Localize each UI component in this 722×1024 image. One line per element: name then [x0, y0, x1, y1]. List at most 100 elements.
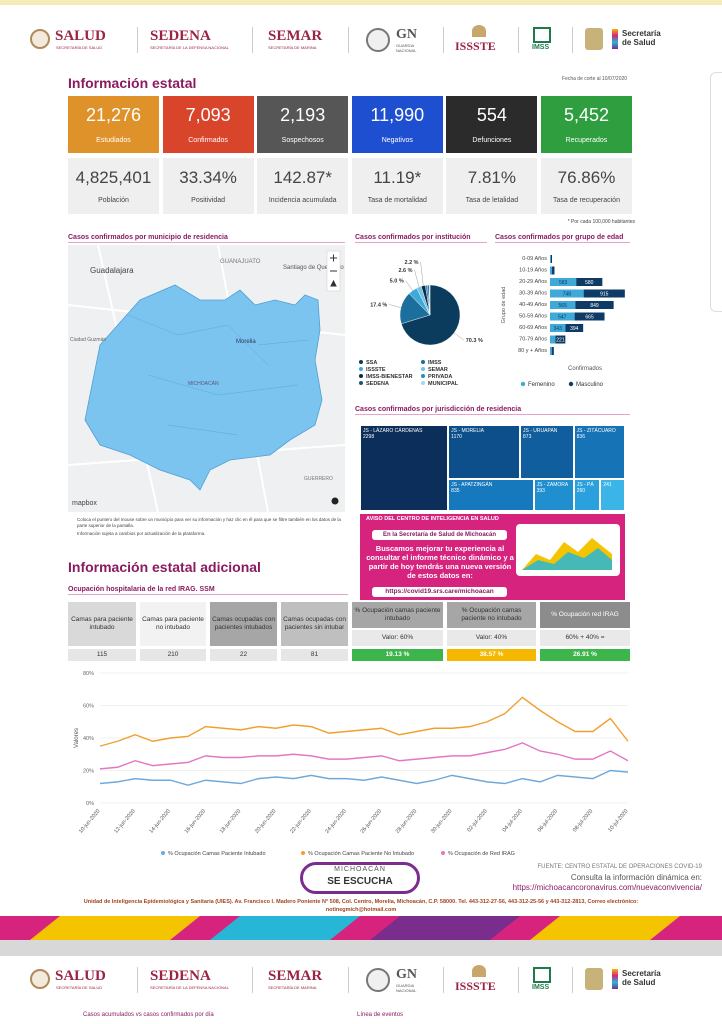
y-axis-title: Grupo de edad [501, 287, 507, 324]
legend-label: % Ocupación Camas Paciente Intubado [168, 851, 266, 857]
stripe-yellow [530, 916, 680, 940]
table-header: Camas ocupadas con pacientes intubados [210, 602, 277, 646]
separator [252, 27, 253, 53]
separator [137, 27, 138, 53]
rate-card [446, 158, 538, 214]
next-heading: Línea de eventos [357, 1012, 404, 1018]
legend-label: % Ocupación de Red IRAG [448, 851, 515, 857]
y-tick-label: 20% [83, 769, 94, 775]
table-header: Camas para paciente no intubado [140, 602, 206, 646]
map-note: Coloca el puntero del mouse sobre un mun… [77, 517, 341, 528]
treemap-cell: JS - LÁZARO CÁRDENAS 2298 [360, 425, 449, 511]
rate-card [541, 158, 632, 214]
treemap-cell: JS - MORELIA 1170 [448, 425, 521, 479]
treemap-title: Casos confirmados por jurisdicción de re… [355, 406, 630, 415]
kpi-value: 21,276 [85, 105, 142, 125]
treemap-cell: JS - ZITÁCUARO 836 [573, 425, 625, 479]
kpi-label: Negativos [381, 137, 413, 144]
treemap-label: JS - URUAPAN [523, 428, 558, 434]
kpi-value: 554 [476, 105, 507, 125]
logo-sub: SECRETARÍA DE SALUD [56, 45, 103, 50]
legend-swatch [359, 367, 363, 371]
x-tick-label: 30-jun-2020 [430, 808, 453, 834]
ssa-mark [612, 969, 618, 989]
notice-url: https://covid19.srs.care/michoacan [372, 587, 507, 597]
x-tick-label: 16-jun-2020 [184, 808, 207, 834]
bar-segment [575, 301, 614, 309]
stripe-purple [370, 916, 520, 940]
page-title: Información estatal [68, 75, 197, 91]
bar-segment [550, 335, 556, 344]
separator [518, 27, 519, 53]
table-value: 19.13 % [352, 649, 443, 661]
x-tick-label: 06-jul-2020 [537, 808, 559, 833]
y-tick-label: 50-59 Años [519, 314, 547, 320]
table-value: 22 [210, 649, 277, 661]
legend-label: SEDENA [366, 381, 389, 387]
y-tick-label: 20-29 Años [519, 279, 547, 285]
treemap-value: 836 [576, 434, 585, 440]
info-icon [331, 497, 339, 505]
seal-icon [30, 29, 50, 49]
municipality-border [127, 314, 179, 336]
legend-label: IMSS-BIENESTAR [366, 374, 413, 380]
logo-text: Secretaría de Salud [622, 29, 661, 47]
line-chart: 0% 20% 40% 60% 80% Valores 10-jun-2020 12-jun-2… [74, 671, 630, 857]
treemap-value: 260 [576, 487, 586, 494]
kpi-card [68, 96, 159, 153]
leader-line [453, 332, 464, 341]
treemap-label: JS - PÁ [576, 481, 594, 488]
legend-swatch [520, 381, 526, 387]
kpi-card [541, 96, 632, 153]
treemap-label: JS - ZITÁCUARO [576, 428, 616, 434]
y-tick-label: 40-49 Años [519, 302, 547, 308]
map-label: MICHOACÁN [188, 380, 219, 387]
logo-text: SEMAR [268, 28, 323, 44]
imss-icon [533, 967, 551, 983]
stripe-cyan [210, 916, 360, 940]
separator [252, 967, 253, 993]
x-tick-label: 28-jun-2020 [395, 808, 418, 834]
kpi-value: 11,990 [370, 105, 425, 125]
pie-chart: 70.3 % 17.4 % 5.0 % 2.6 % 2.2 % SSA IMSS ISSSTE… [359, 260, 483, 387]
table-value: 26.91 % [540, 649, 630, 661]
legend-label: IMSS [428, 360, 442, 366]
x-tick-label: 12-jun-2020 [113, 808, 136, 834]
bar-label: 580 [585, 280, 594, 286]
separator [572, 27, 573, 53]
bar-label: 565 [559, 303, 568, 309]
treemap-label: JS - LÁZARO CÁRDENAS [363, 428, 423, 434]
legend-label: SSA [366, 360, 377, 366]
table-header: % Ocupación camas paciente intubado [352, 602, 443, 628]
decorative-stripe [0, 916, 722, 956]
y-tick-label: 60% [83, 704, 94, 710]
notice-badge: En la Secretaría de Salud de Michoacán [372, 530, 507, 540]
notice-graphic-art [522, 538, 612, 570]
bar-label: 343 [554, 326, 563, 332]
logo-sub: GUARDIA NACIONAL [396, 983, 417, 993]
treemap-label: JS - APATZINGÁN [451, 481, 493, 488]
logo-text: Secretaría de Salud [622, 969, 661, 987]
bar-segment [552, 266, 555, 275]
legend-swatch [441, 851, 445, 855]
issste-icon [472, 25, 486, 37]
pie-label: 70.3 % [466, 338, 483, 344]
separator [443, 27, 444, 53]
notice-heading: AVISO DEL CENTRO DE INTELIGENCIA EN SALU… [366, 516, 499, 522]
map-label: Santiago de Querétaro [283, 265, 344, 271]
pie-label: 5.0 % [390, 279, 404, 285]
kpi-value: 5,452 [563, 105, 610, 125]
stripe-yellow [30, 916, 200, 940]
bar-label: 547 [558, 315, 567, 321]
separator [572, 967, 573, 993]
map: Guadalajara GUANAJUATO Santiago de Queréta… [67, 244, 346, 513]
map-label: Morelia [236, 339, 256, 345]
legend-swatch [301, 851, 305, 855]
municipality-border [167, 424, 239, 436]
logo-text: GN [396, 967, 417, 982]
notice-body: Buscamos mejorar tu experiencia al consu… [366, 544, 514, 580]
legend-label: % Ocupación Camas Paciente No Intubado [308, 851, 414, 857]
age-chart: 0-09 Años 10-19 Años 20-29 Años 583 580 30-39… [501, 255, 625, 388]
kpi-card [162, 96, 254, 153]
treemap-value: 2298 [363, 434, 375, 440]
